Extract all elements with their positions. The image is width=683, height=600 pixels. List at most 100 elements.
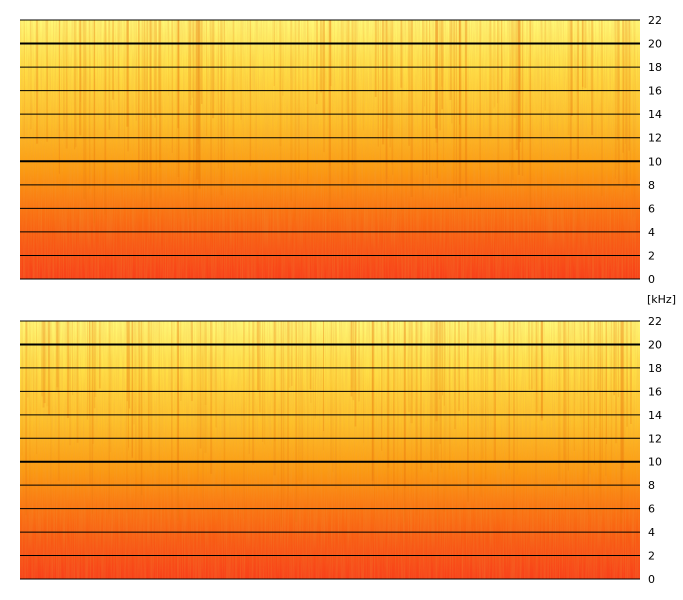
spectrogram-streak [135, 321, 137, 519]
spectrogram-streak [577, 20, 579, 160]
spectrogram-streak [415, 321, 418, 516]
spectrogram-streak [320, 20, 323, 93]
spectrogram-streak [159, 20, 162, 199]
spectrogram-streak [489, 20, 492, 137]
spectrogram-streaks [23, 20, 636, 227]
spectrogram-streak [334, 321, 337, 489]
spectrogram-streak [171, 321, 173, 520]
spectrogram-streak [36, 321, 38, 454]
spectrogram-streak [435, 20, 438, 129]
spectrogram-streak [513, 321, 515, 516]
spectrogram-streak [382, 20, 385, 145]
spectrogram-streak [196, 20, 199, 180]
spectrogram-streak [138, 321, 141, 460]
y-tick-label-6: 6 [648, 503, 655, 516]
spectrogram-streak [66, 321, 69, 418]
spectrogram-streak [215, 321, 217, 428]
spectrogram-streak [441, 20, 444, 110]
spectrogram-streak [92, 321, 94, 444]
spectrogram-streak [377, 20, 379, 147]
spectrogram-streak [99, 321, 101, 389]
spectrogram-streak [391, 20, 393, 165]
spectrogram-streak [310, 321, 312, 403]
spectrogram-streak [199, 321, 202, 449]
spectrogram-streak [386, 321, 390, 490]
spectrogram-streak [94, 321, 97, 397]
spectrogram-streak [537, 321, 539, 413]
spectrogram-streak [295, 20, 297, 217]
spectrogram-streak [479, 20, 480, 171]
spectrogram-streak [65, 20, 68, 149]
spectrogram-streak [198, 20, 201, 189]
spectrogram-streak [459, 20, 462, 198]
y-tick-label-18: 18 [648, 61, 662, 74]
spectrogram-streak [389, 20, 391, 148]
spectrogram-streak [500, 20, 503, 91]
spectrogram-streak [454, 321, 456, 430]
spectrogram-streak [177, 20, 180, 177]
spectrogram-streak [309, 321, 312, 390]
y-tick-label-22: 22 [648, 315, 662, 328]
spectrogram-streak [279, 20, 282, 147]
y-tick-label-0: 0 [648, 573, 655, 586]
spectrogram-streak [351, 20, 352, 205]
spectrogram-streak [544, 20, 546, 111]
spectrogram-streak [301, 321, 304, 481]
spectrogram-streak [63, 20, 65, 132]
spectrogram-streak [456, 20, 458, 203]
spectrogram-streak [563, 321, 566, 461]
spectrogram-streak [118, 20, 120, 139]
y-tick-label-22: 22 [648, 14, 662, 27]
y-tick-label-20: 20 [648, 338, 662, 351]
spectrogram-streak [191, 20, 193, 98]
spectrogram-streak [273, 321, 276, 476]
spectrogram-streak [540, 20, 542, 217]
spectrogram-streak [189, 20, 191, 171]
spectrogram-streak [74, 20, 76, 150]
spectrogram-streak [512, 20, 514, 168]
spectrogram-streak [109, 321, 112, 453]
spectrogram-streak [464, 20, 468, 197]
spectrogram-streak [443, 321, 446, 512]
spectrogram-streak [287, 321, 289, 507]
spectrogram-streak [140, 321, 143, 507]
spectrogram-streak [497, 20, 500, 185]
spectrogram-streak [528, 321, 530, 390]
y-tick-label-2: 2 [648, 550, 655, 563]
spectrogram-streak [248, 321, 250, 454]
spectrogram-streak [328, 20, 331, 213]
spectrogram-streak [339, 321, 341, 511]
spectrogram-streak [195, 20, 198, 227]
spectrogram-streak [155, 20, 157, 217]
spectrogram-streak [202, 321, 204, 511]
spectrogram-streak [536, 321, 538, 413]
spectrogram-streak [493, 20, 495, 109]
spectrogram-streak [449, 20, 452, 100]
spectrogram-streak [33, 321, 35, 411]
spectrogram-streak [23, 20, 25, 140]
spectrogram-streak [30, 20, 32, 130]
spectrogram-streak [143, 20, 146, 202]
spectrogram-streak [322, 321, 324, 451]
spectrogram-streak [541, 321, 543, 418]
spectrogram-streak [108, 321, 110, 514]
spectrogram-streak [517, 20, 520, 175]
spectrogram-streak [240, 20, 242, 120]
spectrogram-streak [385, 20, 387, 184]
spectrogram-streak [210, 321, 213, 474]
spectrogram-streak [75, 20, 77, 148]
spectrogram-streak [422, 20, 424, 200]
spectrogram-streak [515, 20, 518, 150]
spectrogram-streak [397, 321, 399, 517]
spectrogram-streak [198, 20, 200, 92]
spectrogram-streak [386, 20, 388, 218]
spectrogram-streak [133, 321, 135, 425]
spectrogram-streak [147, 321, 150, 440]
spectrogram-streak [386, 20, 389, 129]
y-tick-label-8: 8 [648, 479, 655, 492]
spectrogram-streak [256, 321, 260, 391]
spectrogram-streak [606, 321, 607, 445]
spectrogram-streak [43, 321, 46, 404]
spectrogram-streak [387, 321, 390, 468]
spectrogram-streak [440, 321, 442, 469]
